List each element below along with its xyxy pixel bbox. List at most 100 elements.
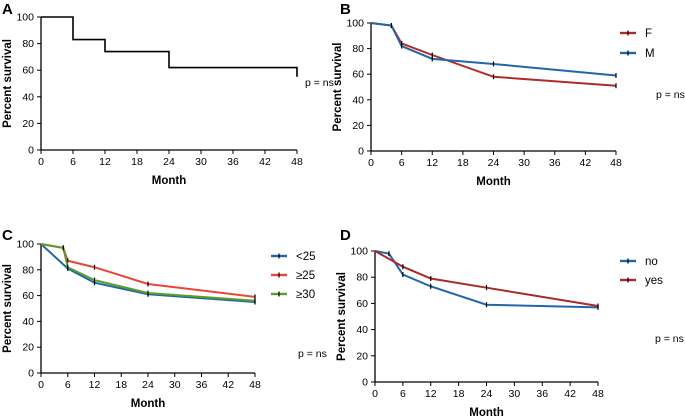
- legend-item: ≥25: [271, 270, 315, 282]
- x-tick-label: 36: [536, 388, 548, 400]
- x-tick-label: 0: [372, 388, 378, 400]
- panel-c: C 0 6 12 18 24 30 36 42 48 0 20 40 60 80 100 Month Percen…: [2, 227, 327, 410]
- x-tick-label: 30: [518, 157, 530, 169]
- x-axis-title: Month: [131, 398, 165, 410]
- p-value-label: p = ns: [298, 348, 327, 360]
- legend-label: ≥25: [296, 270, 315, 282]
- x-tick-label: 48: [249, 379, 261, 391]
- series-b-2: [370, 22, 617, 78]
- series-line: [40, 243, 256, 302]
- panel-a: A 0 6 12 18 24 30 36 42 48 0 20 40 60 80 100 Month Percen…: [2, 1, 334, 187]
- x-tick-label: 12: [89, 379, 101, 391]
- series-d-1: [374, 250, 599, 310]
- x-axis-title: Month: [152, 175, 186, 187]
- panel-b: B 0 6 12 18 24 30 36 42 48 0 20 40 60 80 100 Month Percen…: [332, 1, 685, 188]
- legend-item: ≥30: [271, 289, 315, 301]
- y-tick-label: 0: [362, 377, 368, 389]
- legend: no yes: [620, 256, 663, 287]
- x-tick-label: 6: [70, 156, 76, 168]
- legend-label: ≥30: [296, 289, 315, 301]
- x-tick-label: 12: [425, 388, 437, 400]
- panel-letter: C: [2, 227, 13, 244]
- series-line: [41, 16, 298, 77]
- x-axis-title: Month: [476, 176, 510, 188]
- x-tick-label: 0: [38, 379, 44, 391]
- x-tick-label: 18: [115, 379, 127, 391]
- x-tick-label: 30: [195, 156, 207, 168]
- legend: FM: [620, 28, 655, 60]
- x-tick-label: 48: [592, 388, 604, 400]
- legend: <25 ≥25 ≥30: [271, 251, 316, 301]
- x-tick-label: 24: [488, 157, 500, 169]
- p-value-label: p = ns: [655, 333, 684, 345]
- x-tick-label: 42: [222, 379, 234, 391]
- legend-item: F: [620, 28, 652, 40]
- x-tick-label: 24: [163, 156, 175, 168]
- y-axis-title: Percent survival: [2, 39, 14, 128]
- panel-letter: D: [340, 227, 351, 244]
- x-tick-label: 6: [399, 157, 405, 169]
- y-tick-label: 40: [22, 91, 34, 103]
- x-tick-label: 18: [131, 156, 143, 168]
- y-tick-label: 80: [22, 38, 34, 50]
- x-tick-label: 36: [227, 156, 239, 168]
- x-tick-label: 0: [38, 156, 44, 168]
- y-tick-label: 80: [356, 272, 368, 284]
- x-tick-label: 30: [509, 388, 521, 400]
- series-b-1: [370, 22, 617, 89]
- y-tick-label: 100: [16, 239, 34, 251]
- series-a-1: [41, 16, 298, 77]
- y-tick-label: 80: [22, 264, 34, 276]
- y-axis-title: Percent survival: [2, 264, 14, 353]
- y-tick-label: 0: [28, 145, 34, 157]
- y-tick-label: 40: [22, 316, 34, 328]
- x-tick-label: 30: [169, 379, 181, 391]
- x-tick-label: 48: [291, 156, 303, 168]
- y-tick-label: 80: [352, 43, 364, 55]
- legend-item: M: [620, 48, 655, 60]
- y-tick-label: 60: [22, 290, 34, 302]
- y-tick-label: 60: [352, 69, 364, 81]
- p-value-label: p = ns: [305, 77, 334, 89]
- x-tick-label: 18: [453, 388, 465, 400]
- y-axis-title: Percent survival: [332, 43, 344, 132]
- x-tick-label: 24: [481, 388, 493, 400]
- x-tick-label: 18: [457, 157, 469, 169]
- y-tick-label: 60: [22, 65, 34, 77]
- panel-letter: B: [340, 1, 351, 18]
- y-tick-label: 20: [356, 350, 368, 362]
- y-axis-title: Percent survival: [336, 272, 348, 361]
- x-axis-title: Month: [469, 407, 503, 419]
- x-tick-label: 6: [400, 388, 406, 400]
- legend-label: no: [645, 256, 658, 268]
- panel-letter: A: [2, 1, 13, 18]
- y-tick-label: 60: [356, 298, 368, 310]
- y-tick-label: 100: [350, 246, 368, 258]
- y-tick-label: 20: [22, 118, 34, 130]
- y-tick-label: 100: [16, 12, 34, 24]
- legend-item: no: [620, 256, 658, 268]
- x-tick-label: 42: [564, 388, 576, 400]
- x-tick-label: 48: [610, 157, 622, 169]
- y-tick-label: 20: [22, 342, 34, 354]
- series-c-3: [40, 243, 256, 304]
- x-tick-label: 42: [580, 157, 592, 169]
- panel-d: D 0 6 12 18 24 30 36 42 48 0 20 40 60 80 100 Month Percen…: [336, 227, 684, 419]
- y-tick-label: 20: [352, 120, 364, 132]
- y-tick-label: 100: [346, 18, 364, 30]
- x-tick-label: 36: [196, 379, 208, 391]
- series-line: [374, 250, 599, 309]
- legend-label: M: [645, 48, 655, 60]
- x-tick-label: 12: [426, 157, 438, 169]
- legend-item: yes: [620, 275, 663, 287]
- y-tick-label: 40: [356, 324, 368, 336]
- x-tick-label: 0: [368, 157, 374, 169]
- series-line: [370, 22, 617, 77]
- x-tick-label: 12: [99, 156, 111, 168]
- legend-label: F: [645, 28, 652, 40]
- y-tick-label: 0: [358, 146, 364, 158]
- y-tick-label: 40: [352, 94, 364, 106]
- x-tick-label: 42: [259, 156, 271, 168]
- series-line: [374, 250, 599, 308]
